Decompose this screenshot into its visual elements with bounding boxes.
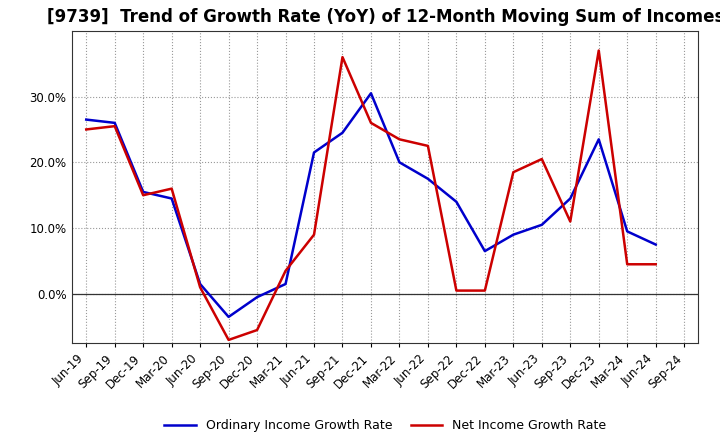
Net Income Growth Rate	[282, 268, 290, 274]
Ordinary Income Growth Rate	[537, 222, 546, 227]
Ordinary Income Growth Rate	[566, 196, 575, 201]
Net Income Growth Rate	[537, 156, 546, 161]
Ordinary Income Growth Rate	[139, 189, 148, 194]
Ordinary Income Growth Rate	[310, 150, 318, 155]
Ordinary Income Growth Rate	[623, 229, 631, 234]
Net Income Growth Rate	[139, 193, 148, 198]
Ordinary Income Growth Rate	[509, 232, 518, 237]
Net Income Growth Rate	[395, 137, 404, 142]
Net Income Growth Rate	[566, 219, 575, 224]
Net Income Growth Rate	[652, 262, 660, 267]
Net Income Growth Rate	[623, 262, 631, 267]
Line: Ordinary Income Growth Rate: Ordinary Income Growth Rate	[86, 93, 656, 317]
Ordinary Income Growth Rate	[82, 117, 91, 122]
Net Income Growth Rate	[423, 143, 432, 149]
Net Income Growth Rate	[253, 327, 261, 333]
Net Income Growth Rate	[480, 288, 489, 293]
Net Income Growth Rate	[110, 124, 119, 129]
Ordinary Income Growth Rate	[282, 281, 290, 286]
Ordinary Income Growth Rate	[225, 314, 233, 319]
Ordinary Income Growth Rate	[196, 281, 204, 286]
Net Income Growth Rate	[452, 288, 461, 293]
Ordinary Income Growth Rate	[423, 176, 432, 181]
Net Income Growth Rate	[82, 127, 91, 132]
Ordinary Income Growth Rate	[167, 196, 176, 201]
Net Income Growth Rate	[595, 48, 603, 53]
Ordinary Income Growth Rate	[338, 130, 347, 136]
Ordinary Income Growth Rate	[595, 137, 603, 142]
Net Income Growth Rate	[225, 337, 233, 343]
Ordinary Income Growth Rate	[480, 249, 489, 254]
Ordinary Income Growth Rate	[652, 242, 660, 247]
Line: Net Income Growth Rate: Net Income Growth Rate	[86, 51, 656, 340]
Net Income Growth Rate	[366, 120, 375, 125]
Title: [9739]  Trend of Growth Rate (YoY) of 12-Month Moving Sum of Incomes: [9739] Trend of Growth Rate (YoY) of 12-…	[47, 8, 720, 26]
Ordinary Income Growth Rate	[253, 294, 261, 300]
Net Income Growth Rate	[338, 55, 347, 60]
Ordinary Income Growth Rate	[395, 160, 404, 165]
Net Income Growth Rate	[167, 186, 176, 191]
Ordinary Income Growth Rate	[110, 120, 119, 125]
Net Income Growth Rate	[196, 285, 204, 290]
Net Income Growth Rate	[509, 169, 518, 175]
Ordinary Income Growth Rate	[366, 91, 375, 96]
Ordinary Income Growth Rate	[452, 199, 461, 205]
Legend: Ordinary Income Growth Rate, Net Income Growth Rate: Ordinary Income Growth Rate, Net Income …	[159, 414, 611, 437]
Net Income Growth Rate	[310, 232, 318, 237]
